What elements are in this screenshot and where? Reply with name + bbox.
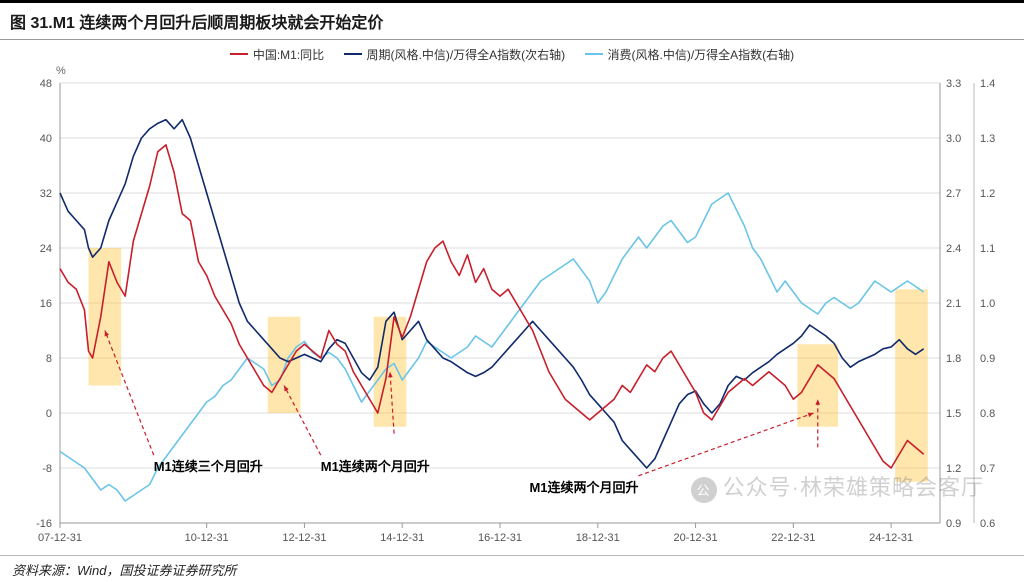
svg-text:12-12-31: 12-12-31 bbox=[282, 532, 326, 544]
svg-text:18-12-31: 18-12-31 bbox=[576, 532, 620, 544]
svg-text:1.3: 1.3 bbox=[980, 133, 995, 145]
svg-text:0.6: 0.6 bbox=[980, 518, 995, 530]
svg-text:1.2: 1.2 bbox=[980, 188, 995, 200]
svg-text:1.0: 1.0 bbox=[980, 298, 995, 310]
svg-text:32: 32 bbox=[40, 188, 52, 200]
legend-swatch-cons bbox=[585, 53, 603, 55]
svg-text:-8: -8 bbox=[42, 463, 52, 475]
svg-text:1.5: 1.5 bbox=[946, 408, 961, 420]
legend-item-m1: 中国:M1:同比 bbox=[230, 46, 324, 63]
svg-text:24: 24 bbox=[40, 243, 52, 255]
svg-text:-16: -16 bbox=[36, 518, 52, 530]
svg-text:2.7: 2.7 bbox=[946, 188, 961, 200]
svg-text:3.0: 3.0 bbox=[946, 133, 961, 145]
legend-item-cons: 消费(风格.中信)/万得全A指数(右轴) bbox=[585, 46, 795, 63]
svg-text:48: 48 bbox=[40, 78, 52, 90]
legend-swatch-cyc bbox=[344, 53, 362, 55]
svg-text:07-12-31: 07-12-31 bbox=[38, 532, 82, 544]
watermark: 公公众号·林荣雄策略会客厅 bbox=[691, 470, 984, 503]
svg-text:14-12-31: 14-12-31 bbox=[380, 532, 424, 544]
title-prefix: 图 31. bbox=[10, 15, 53, 32]
legend-label-cyc: 周期(风格.中信)/万得全A指数(次右轴) bbox=[367, 46, 566, 63]
svg-text:0: 0 bbox=[46, 408, 52, 420]
svg-text:1.8: 1.8 bbox=[946, 353, 961, 365]
title-rest: 连续两个月回升后顺周期板块就会开始定价 bbox=[75, 15, 383, 32]
svg-text:2.1: 2.1 bbox=[946, 298, 961, 310]
svg-text:3.3: 3.3 bbox=[946, 78, 961, 90]
svg-text:M1连续两个月回升: M1连续两个月回升 bbox=[321, 459, 430, 474]
svg-text:0.9: 0.9 bbox=[980, 353, 995, 365]
chart-area: % -16 -8 0 8 16 24 32 40 48 0.9 1.2 1.5 1.8 2.1 2.4 2.7… bbox=[0, 65, 1024, 555]
watermark-icon: 公 bbox=[691, 477, 717, 503]
svg-text:16: 16 bbox=[40, 298, 52, 310]
svg-text:M1连续三个月回升: M1连续三个月回升 bbox=[154, 459, 263, 474]
svg-text:8: 8 bbox=[46, 353, 52, 365]
source-footer: 资料来源：Wind，国投证券证券研究所 bbox=[0, 555, 1024, 579]
legend-label-m1: 中国:M1:同比 bbox=[253, 46, 324, 63]
svg-text:22-12-31: 22-12-31 bbox=[771, 532, 815, 544]
legend-item-cyc: 周期(风格.中信)/万得全A指数(次右轴) bbox=[344, 46, 566, 63]
title-bold: M1 bbox=[53, 15, 75, 32]
svg-text:0.8: 0.8 bbox=[980, 408, 995, 420]
legend: 中国:M1:同比 周期(风格.中信)/万得全A指数(次右轴) 消费(风格.中信)… bbox=[0, 40, 1024, 65]
y-axis-unit: % bbox=[56, 65, 66, 77]
watermark-text: 公众号·林荣雄策略会客厅 bbox=[723, 475, 984, 500]
legend-swatch-m1 bbox=[230, 53, 248, 55]
svg-text:20-12-31: 20-12-31 bbox=[674, 532, 718, 544]
svg-text:1.4: 1.4 bbox=[980, 78, 995, 90]
legend-label-cons: 消费(风格.中信)/万得全A指数(右轴) bbox=[608, 46, 795, 63]
svg-text:24-12-31: 24-12-31 bbox=[869, 532, 913, 544]
svg-text:40: 40 bbox=[40, 133, 52, 145]
chart-title: 图 31.M1 连续两个月回升后顺周期板块就会开始定价 bbox=[0, 0, 1024, 40]
svg-text:16-12-31: 16-12-31 bbox=[478, 532, 522, 544]
svg-text:10-12-31: 10-12-31 bbox=[185, 532, 229, 544]
svg-text:2.4: 2.4 bbox=[946, 243, 961, 255]
svg-text:1.1: 1.1 bbox=[980, 243, 995, 255]
svg-text:0.9: 0.9 bbox=[946, 518, 961, 530]
svg-text:M1连续两个月回升: M1连续两个月回升 bbox=[529, 479, 638, 494]
